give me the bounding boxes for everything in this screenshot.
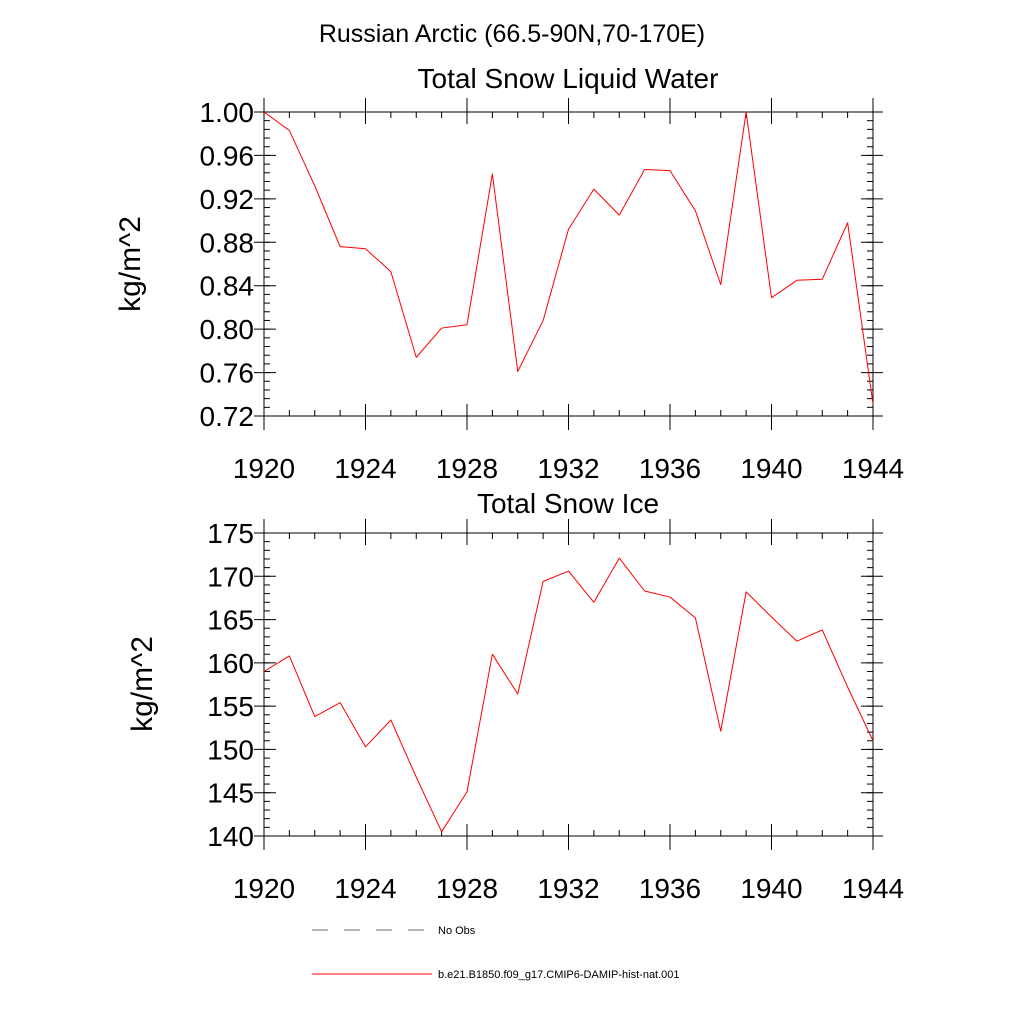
panel-snow-ice: Total Snow Ice kg/m^2 140 145 150 155 160 165 17… bbox=[126, 488, 904, 904]
chart-0-ytick-label: 0.92 bbox=[200, 184, 255, 215]
chart-1-ytick-label: 175 bbox=[207, 518, 254, 549]
legend-label-no-obs: No Obs bbox=[438, 925, 476, 937]
chart-1-ytick-label: 160 bbox=[207, 648, 254, 679]
legend-label-model-run: b.e21.B1850.f09_g17.CMIP6-DAMIP-hist-nat… bbox=[438, 969, 680, 981]
chart-1-xtick-label: 1932 bbox=[537, 873, 599, 904]
chart-1-ytick-label: 155 bbox=[207, 691, 254, 722]
chart-0-ytick-label: 0.88 bbox=[200, 227, 255, 258]
chart-1-series-line bbox=[263, 557, 874, 833]
chart-0-ytick-label: 0.96 bbox=[200, 140, 255, 171]
chart-1-ylabel: kg/m^2 bbox=[126, 636, 159, 732]
chart-1-ytick-label: 170 bbox=[207, 561, 254, 592]
chart-0-ytick-label: 0.84 bbox=[200, 271, 255, 302]
chart-0-xtick-label: 1924 bbox=[334, 453, 396, 484]
chart-0-xtick-label: 1944 bbox=[842, 453, 904, 484]
chart-0-title: Total Snow Liquid Water bbox=[418, 63, 719, 94]
chart-1-ytick-label: 140 bbox=[207, 821, 254, 852]
figure-suptitle: Russian Arctic (66.5-90N,70-170E) bbox=[319, 20, 705, 48]
legend-entry-model-run: b.e21.B1850.f09_g17.CMIP6-DAMIP-hist-nat… bbox=[312, 969, 680, 981]
legend-entry-no-obs: No Obs bbox=[312, 925, 476, 937]
chart-1-xtick-label: 1944 bbox=[842, 873, 904, 904]
chart-1-xtick-label: 1924 bbox=[334, 873, 396, 904]
chart-0-ytick-label: 0.76 bbox=[200, 358, 255, 389]
chart-0-xtick-label: 1936 bbox=[639, 453, 701, 484]
chart-1-ytick-label: 145 bbox=[207, 778, 254, 809]
chart-0-ytick-label: 0.80 bbox=[200, 314, 255, 345]
chart-1-xtick-label: 1920 bbox=[233, 873, 295, 904]
chart-1-xtick-label: 1928 bbox=[436, 873, 498, 904]
chart-1-title: Total Snow Ice bbox=[477, 488, 659, 519]
chart-0-series-line bbox=[263, 111, 874, 405]
legend: No Obs b.e21.B1850.f09_g17.CMIP6-DAMIP-h… bbox=[312, 925, 680, 981]
chart-0-xtick-label: 1932 bbox=[537, 453, 599, 484]
chart-1-frame bbox=[263, 532, 874, 837]
chart-0-xtick-label: 1940 bbox=[740, 453, 802, 484]
chart-1-ytick-label: 165 bbox=[207, 605, 254, 636]
chart-1-ytick-label: 150 bbox=[207, 734, 254, 765]
chart-0-ytick-label: 0.72 bbox=[200, 401, 255, 432]
chart-1-xtick-label: 1936 bbox=[639, 873, 701, 904]
chart-0-ytick-label: 1.00 bbox=[200, 97, 255, 128]
chart-1-xtick-label: 1940 bbox=[740, 873, 802, 904]
chart-0-ylabel: kg/m^2 bbox=[114, 216, 147, 312]
panel-snow-liquid-water: Total Snow Liquid Water kg/m^2 0.72 0.76 0.8… bbox=[114, 63, 904, 484]
chart-0-frame bbox=[263, 111, 874, 417]
chart-0-xtick-label: 1920 bbox=[233, 453, 295, 484]
chart-0-xtick-label: 1928 bbox=[436, 453, 498, 484]
